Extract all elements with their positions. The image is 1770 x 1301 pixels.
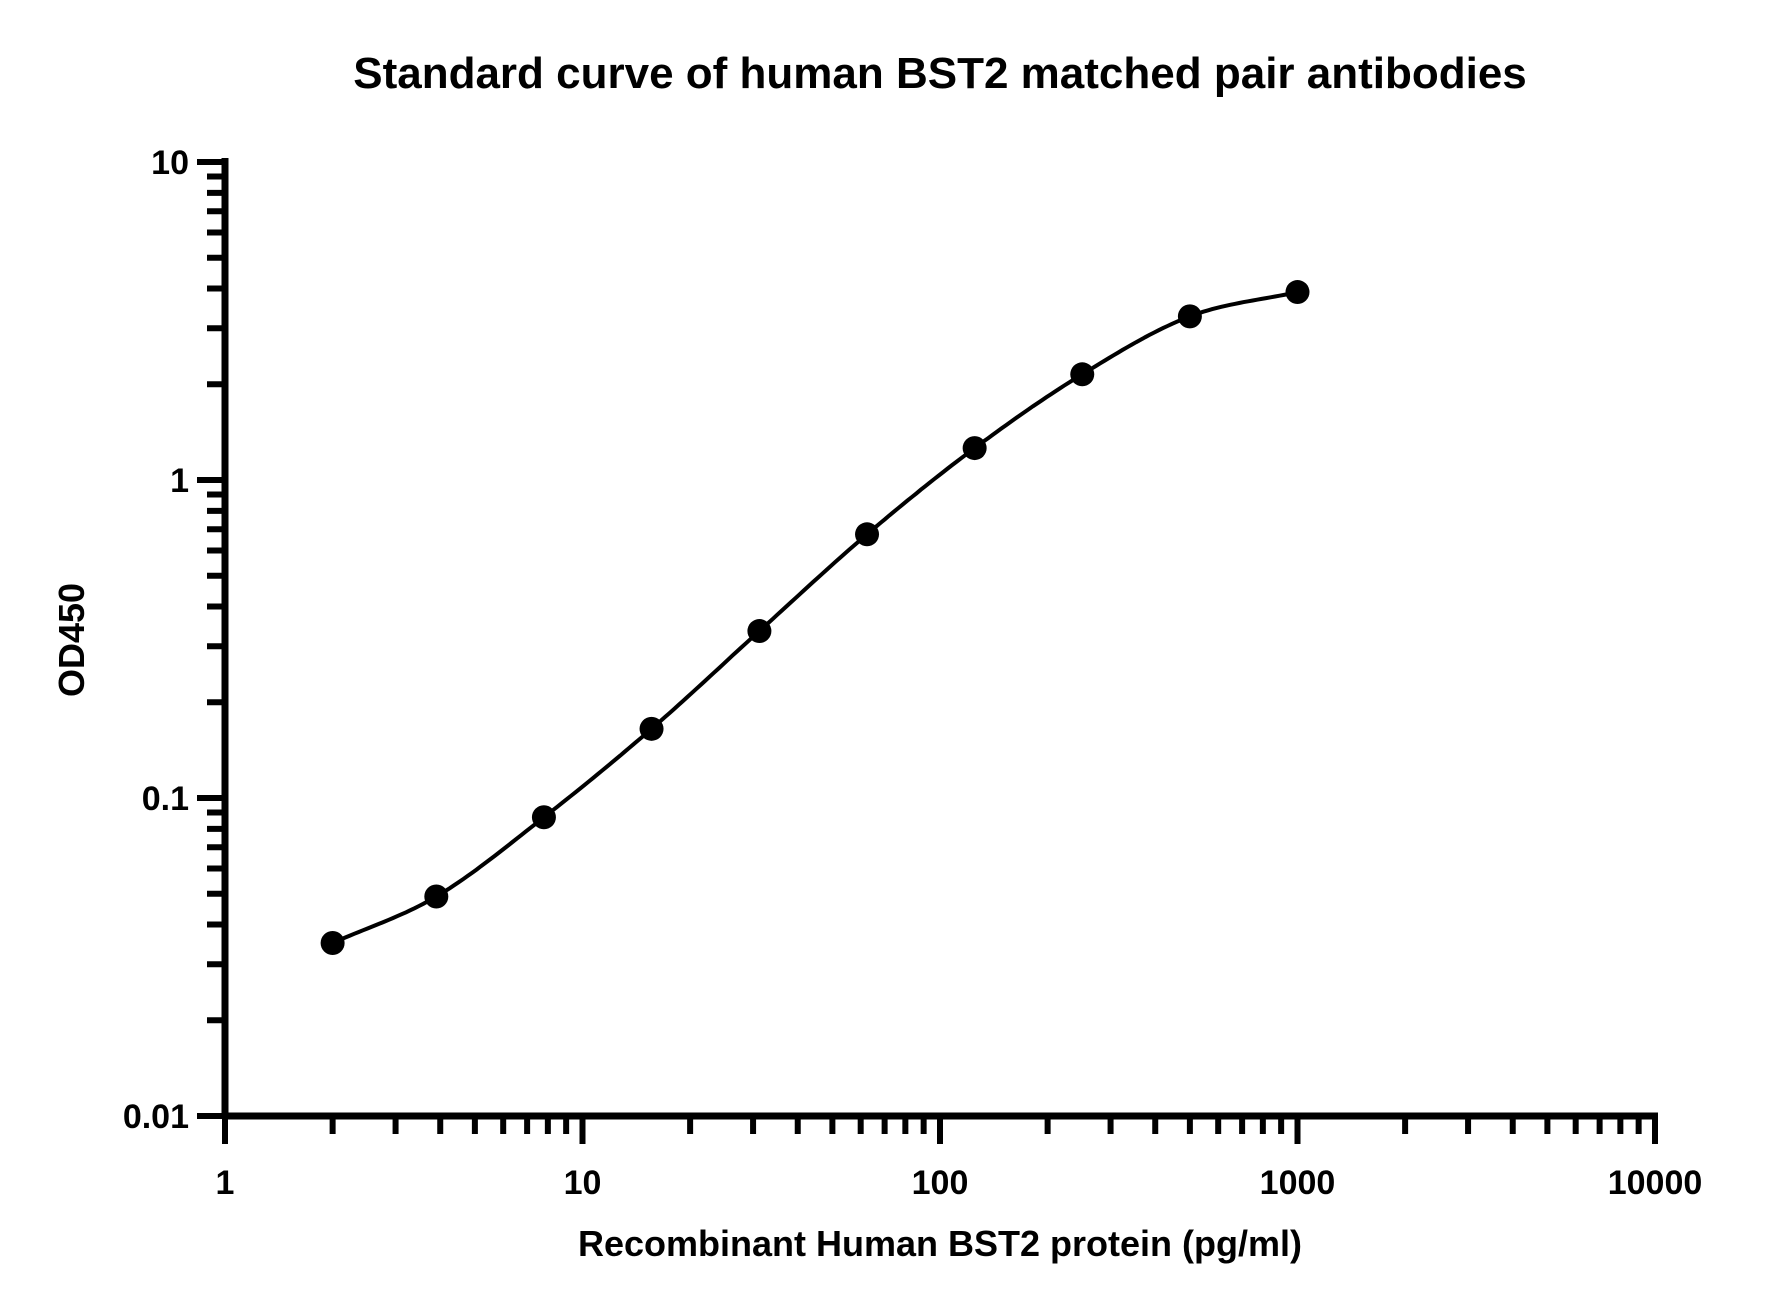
data-point bbox=[1177, 304, 1202, 329]
data-point bbox=[424, 884, 449, 909]
y-tick-label: 0.1 bbox=[142, 780, 189, 818]
axes bbox=[197, 158, 1658, 1144]
x-tick-label: 1000 bbox=[1260, 1164, 1336, 1202]
tick-labels: 1 10 100 1000 10000 0.01 0.1 1 10 bbox=[123, 144, 1702, 1202]
x-tick-label: 10 bbox=[564, 1164, 602, 1202]
data-point bbox=[1285, 280, 1310, 305]
chart-title: Standard curve of human BST2 matched pai… bbox=[353, 49, 1527, 98]
y-tick-label: 10 bbox=[151, 144, 189, 182]
data-point bbox=[747, 619, 772, 644]
y-tick-label: 1 bbox=[170, 462, 189, 500]
data-point bbox=[962, 436, 987, 461]
y-axis-label: OD450 bbox=[51, 583, 92, 697]
data-point bbox=[1070, 362, 1095, 387]
x-tick-label: 10000 bbox=[1608, 1164, 1703, 1202]
data-point bbox=[531, 805, 556, 830]
y-tick-label: 0.01 bbox=[123, 1098, 189, 1136]
x-axis-label: Recombinant Human BST2 protein (pg/ml) bbox=[578, 1223, 1302, 1264]
data-point bbox=[855, 522, 880, 547]
x-tick-label: 1 bbox=[216, 1164, 235, 1202]
data-point bbox=[320, 930, 345, 955]
fit-curve bbox=[331, 290, 1298, 945]
data-point bbox=[639, 716, 664, 741]
data-points bbox=[320, 280, 1310, 955]
x-tick-label: 100 bbox=[912, 1164, 969, 1202]
